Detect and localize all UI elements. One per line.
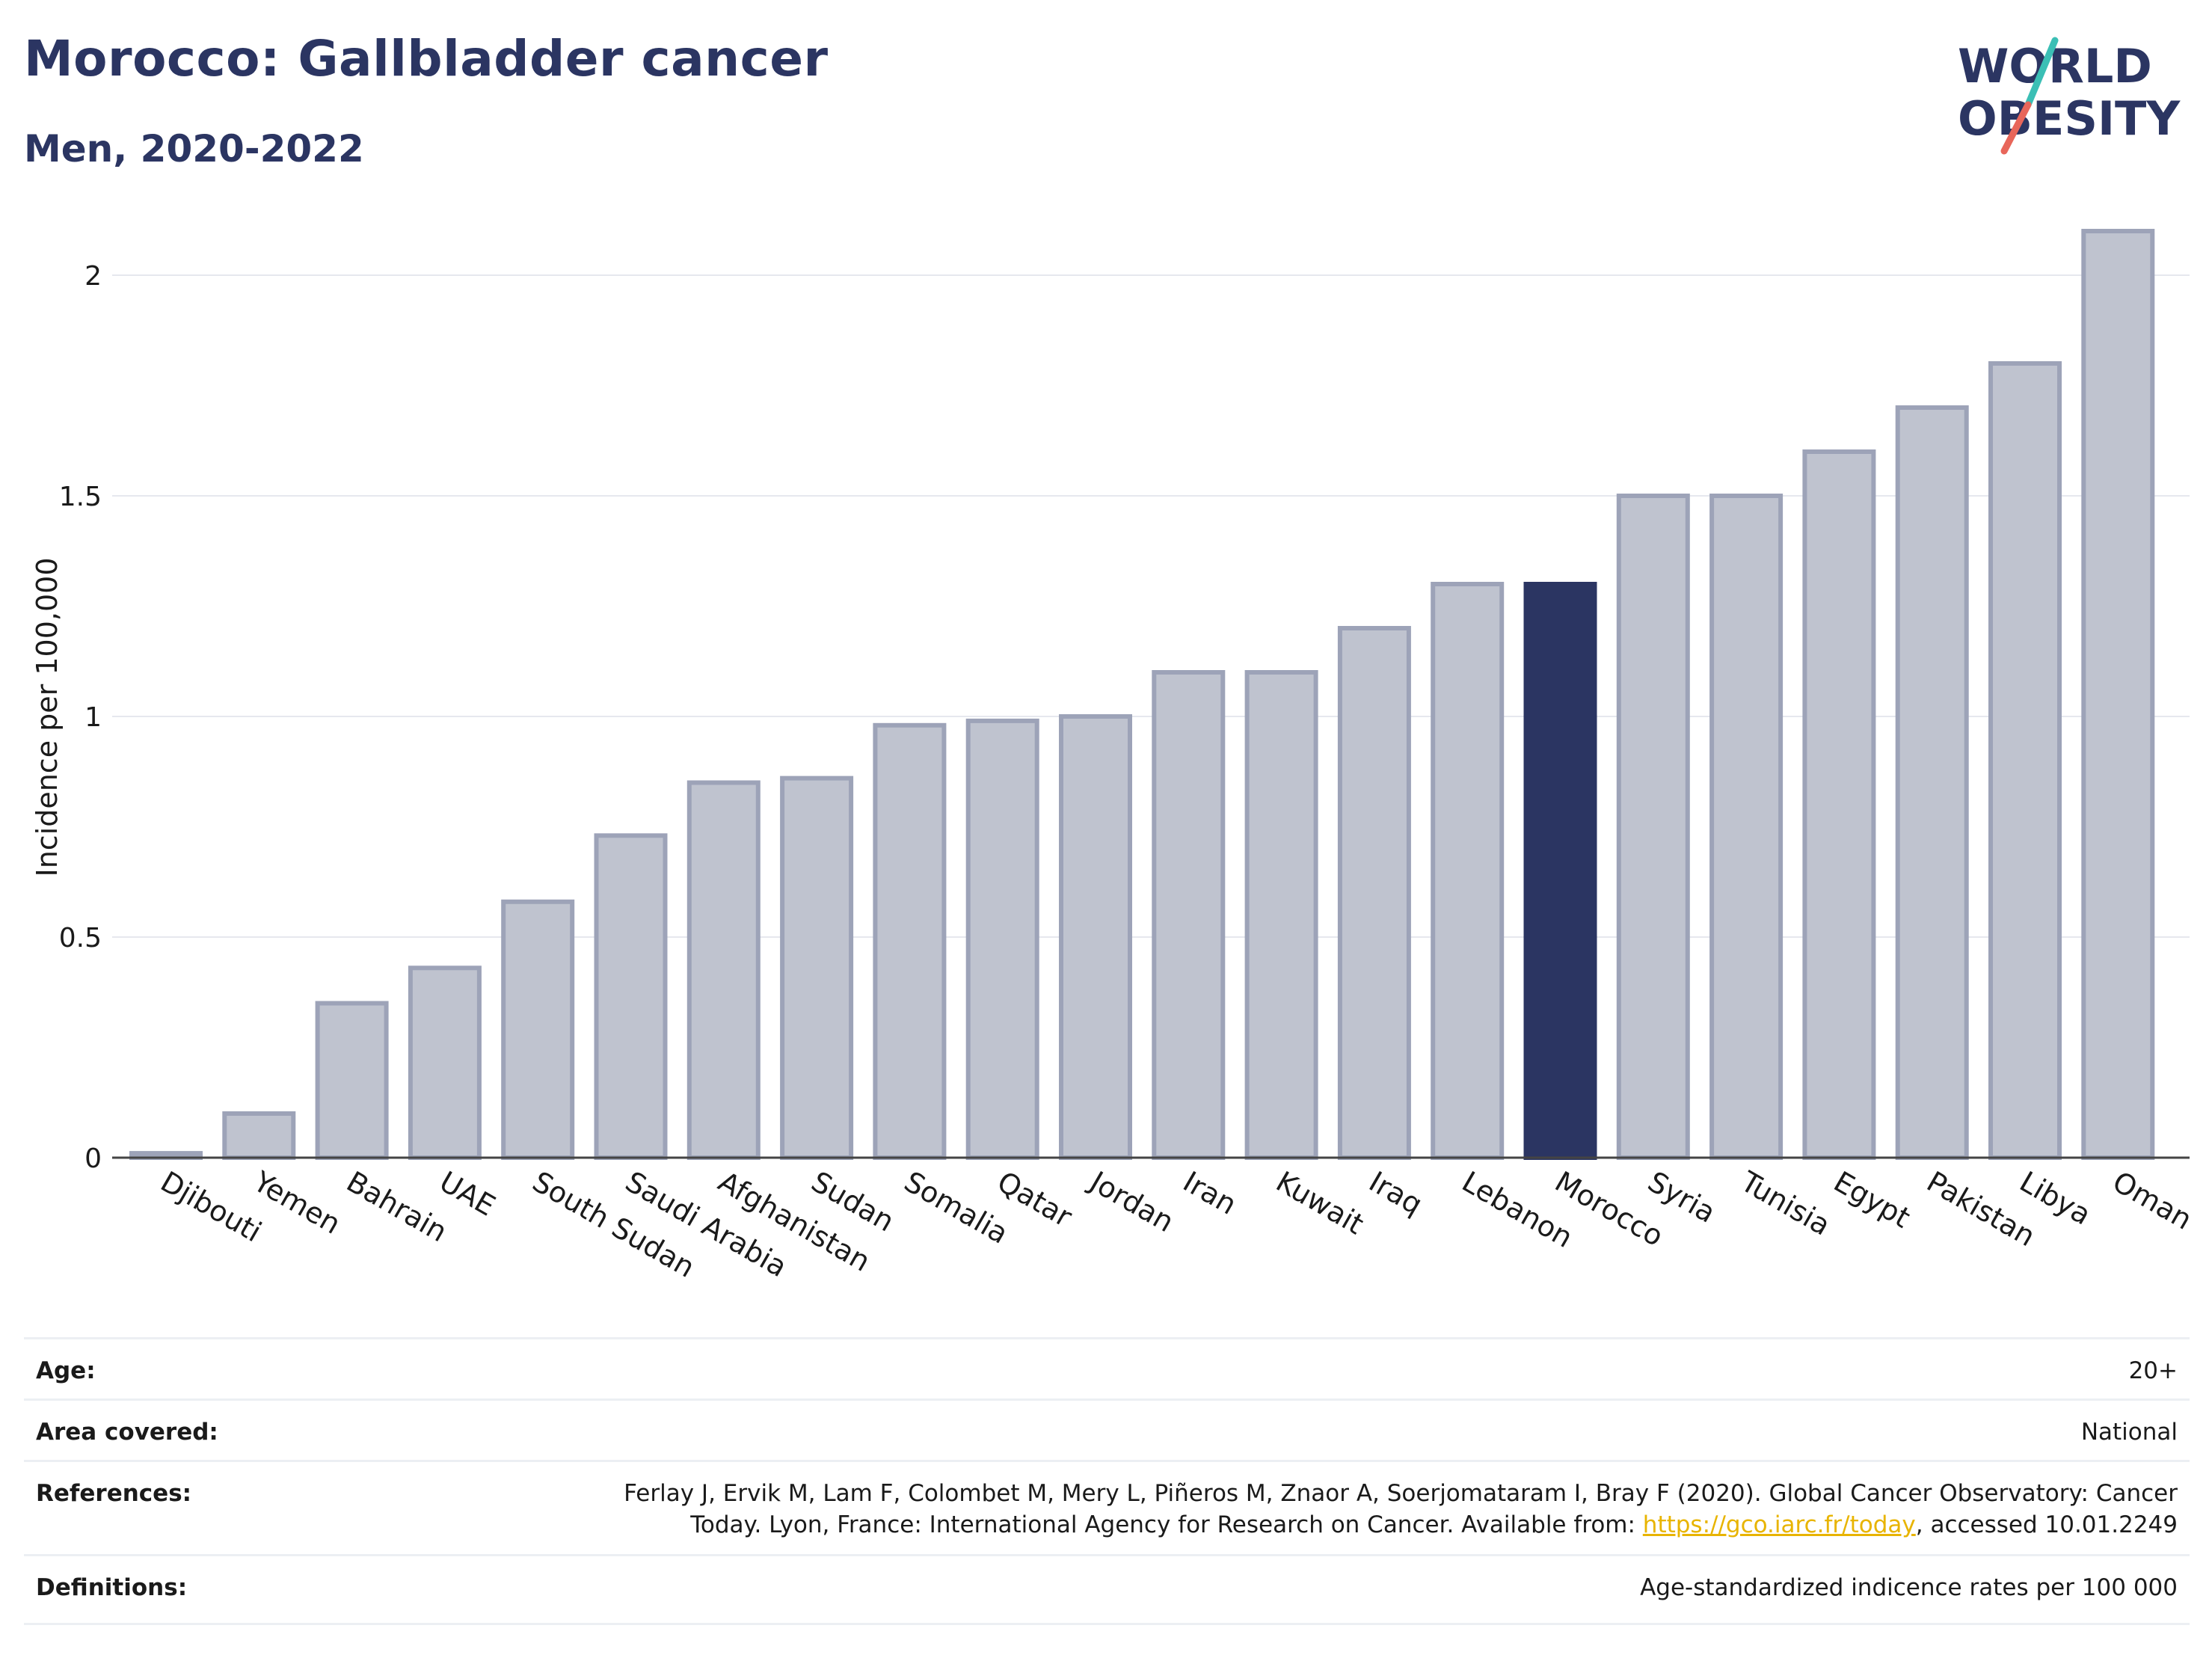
logo-slash-teal	[2024, 37, 2059, 108]
y-tick-label: 0.5	[59, 923, 102, 954]
meta-row-area: Area covered: National	[24, 1398, 2190, 1461]
x-tick-label: Iran	[1178, 1165, 1242, 1221]
bar	[1616, 494, 1690, 1160]
bar	[1709, 494, 1784, 1160]
definitions-label: Definitions:	[36, 1574, 188, 1601]
x-tick-label: Kuwait	[1271, 1165, 1369, 1241]
bar	[408, 965, 482, 1161]
bar	[1431, 582, 1505, 1160]
area-label: Area covered:	[36, 1419, 218, 1446]
references-label: References:	[36, 1480, 192, 1507]
bar	[594, 833, 668, 1161]
x-tick-label: Bahrain	[341, 1165, 452, 1249]
y-tick-label: 0	[85, 1143, 102, 1174]
bar	[315, 1001, 389, 1160]
bar	[965, 718, 1039, 1160]
definitions-value: Age-standardized indicence rates per 100…	[1640, 1574, 2178, 1601]
x-tick-label: Jordan	[1084, 1164, 1179, 1239]
bar	[780, 776, 854, 1160]
bar	[1988, 361, 2062, 1160]
x-tick-label: Yemen	[248, 1164, 346, 1241]
bar	[1059, 714, 1132, 1160]
bar	[501, 899, 575, 1161]
meta-row-definitions: Definitions: Age-standardized indicence …	[24, 1554, 2190, 1616]
y-tick-label: 2	[85, 261, 102, 292]
bar	[1895, 405, 1969, 1160]
chart-subtitle: Men, 2020-2022	[24, 127, 364, 171]
y-tick-label: 1.5	[59, 482, 102, 512]
age-value: 20+	[2128, 1357, 2178, 1384]
x-tick-label: Somalia	[899, 1165, 1014, 1250]
y-axis-label: Incidence per 100,000	[31, 557, 64, 876]
meta-bottom-divider	[24, 1623, 2190, 1625]
bar	[1244, 670, 1318, 1160]
x-tick-label: Iraq	[1363, 1165, 1428, 1221]
bar	[1802, 449, 1876, 1160]
chart-title: Morocco: Gallbladder cancer	[24, 30, 829, 87]
bar	[2081, 229, 2155, 1160]
logo-slash-red	[2000, 101, 2032, 155]
bar	[1523, 582, 1597, 1160]
x-tick-label: Egypt	[1828, 1165, 1916, 1235]
logo-line-2: OBESITY	[1958, 91, 2181, 146]
bar-chart: 0 0.5 1 1.5 2 Incidence per 100,000 DjiboutiYe…	[31, 229, 2198, 1284]
references-link[interactable]: https://gco.iarc.fr/today	[1642, 1511, 1916, 1538]
bar	[686, 780, 761, 1160]
bar	[873, 722, 947, 1160]
x-tick-label: UAE	[434, 1165, 500, 1223]
world-obesity-logo: WORLD OBESITY	[1958, 37, 2181, 155]
meta-row-age: Age: 20+	[24, 1337, 2190, 1399]
area-value: National	[2080, 1419, 2178, 1446]
references-line-2: Today. Lyon, France: International Agenc…	[690, 1511, 2178, 1538]
y-tick-label: 1	[85, 702, 102, 733]
meta-row-references: References: Ferlay J, Ervik M, Lam F, Co…	[24, 1460, 2190, 1555]
age-label: Age:	[36, 1357, 96, 1384]
bar	[222, 1111, 296, 1160]
x-tick-label: Tunisia	[1735, 1164, 1836, 1242]
references-line-1: Ferlay J, Ervik M, Lam F, Colombet M, Me…	[624, 1480, 2178, 1507]
x-tick-label: Djibouti	[156, 1165, 268, 1249]
bar	[1152, 670, 1226, 1160]
references-line-2-suffix: , accessed 10.01.2249	[1915, 1511, 2178, 1538]
x-tick-label: Oman	[2107, 1165, 2198, 1236]
references-line-2-prefix: Today. Lyon, France: International Agenc…	[690, 1511, 1643, 1538]
bar	[1337, 626, 1411, 1160]
